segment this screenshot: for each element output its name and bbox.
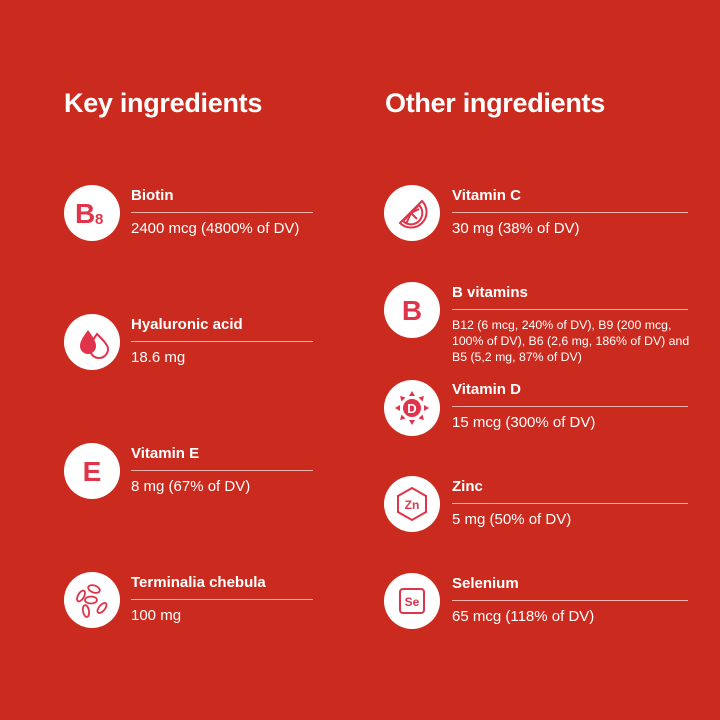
ingredient-value: 5 mg (50% of DV): [452, 511, 572, 528]
ingredient-value: 2400 mcg (4800% of DV): [131, 220, 300, 237]
divider: [131, 341, 313, 342]
selenium-square-icon: Se: [384, 573, 440, 629]
citrus-slice-icon: [384, 185, 440, 241]
ingredient-name: Vitamin D: [452, 381, 521, 398]
svg-text:B: B: [402, 295, 422, 326]
sun-d-icon: D: [384, 380, 440, 436]
svg-text:E: E: [83, 456, 102, 487]
b-letter-icon: B: [384, 282, 440, 338]
ingredient-name: Zinc: [452, 478, 483, 495]
ingredient-name: Terminalia chebula: [131, 574, 266, 591]
svg-text:8: 8: [95, 211, 103, 228]
divider: [452, 503, 688, 504]
ingredient-value: 8 mg (67% of DV): [131, 478, 251, 495]
droplets-icon: [64, 314, 120, 370]
ingredient-name: Vitamin C: [452, 187, 521, 204]
divider: [452, 600, 688, 601]
e-letter-icon: E: [64, 443, 120, 499]
seeds-icon: [64, 572, 120, 628]
divider: [452, 406, 688, 407]
svg-text:B: B: [75, 198, 95, 229]
ingredient-value: 30 mg (38% of DV): [452, 220, 580, 237]
ingredient-value: B12 (6 mcg, 240% of DV), B9 (200 mcg, 10…: [452, 318, 690, 364]
svg-text:D: D: [407, 401, 416, 416]
ingredient-value: 15 mcg (300% of DV): [452, 414, 596, 431]
ingredient-name: B vitamins: [452, 284, 528, 301]
ingredient-name: Selenium: [452, 575, 519, 592]
divider: [131, 599, 313, 600]
ingredient-name: Hyaluronic acid: [131, 316, 243, 333]
key-ingredients-heading: Key ingredients: [64, 88, 263, 118]
svg-text:Se: Se: [405, 595, 420, 609]
svg-text:Zn: Zn: [405, 498, 420, 512]
zinc-hexagon-icon: Zn: [384, 476, 440, 532]
divider: [452, 309, 688, 310]
ingredient-name: Biotin: [131, 187, 174, 204]
ingredient-name: Vitamin E: [131, 445, 200, 462]
divider: [131, 470, 313, 471]
ingredient-value: 65 mcg (118% of DV): [452, 608, 595, 625]
divider: [452, 212, 688, 213]
divider: [131, 212, 313, 213]
ingredient-value: 18.6 mg: [131, 349, 186, 366]
ingredient-value: 100 mg: [131, 607, 182, 624]
other-ingredients-heading: Other ingredients: [385, 88, 605, 118]
